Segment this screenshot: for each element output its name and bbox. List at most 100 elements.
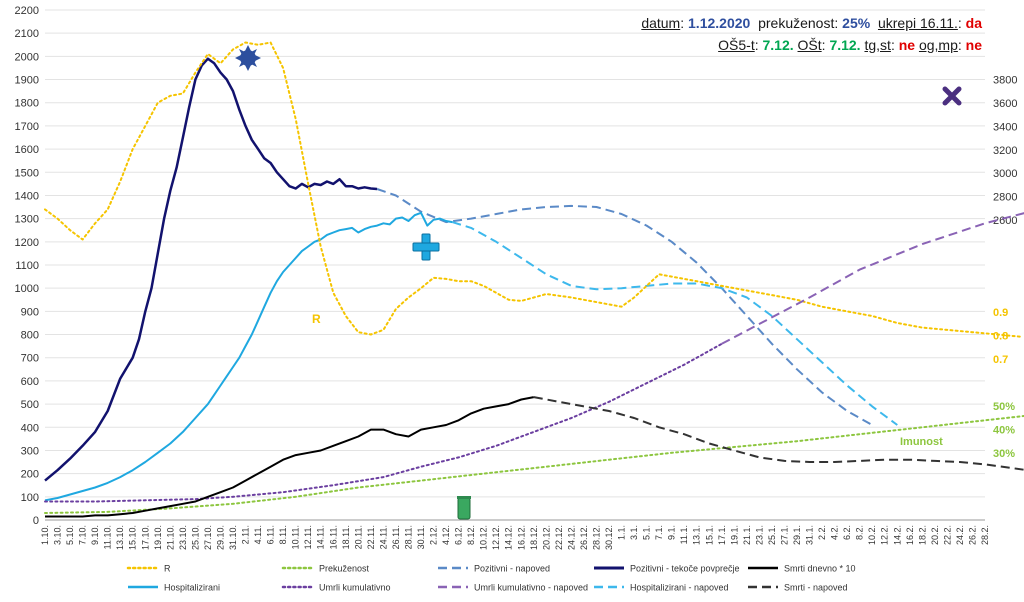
legend-label: Umrli kumulativno bbox=[319, 583, 391, 593]
x-tick-label: 2.12. bbox=[429, 525, 439, 545]
x-tick-label: 30.12. bbox=[604, 525, 614, 550]
x-axis: 1.10. 3.10. 5.10. 7.10. 9.10. 11.10. 13.10. 15.… bbox=[40, 525, 990, 550]
legend-label: Smrti - napoved bbox=[784, 583, 848, 593]
x-tick-label: 4.12. bbox=[441, 525, 451, 545]
x-tick-label: 20.12. bbox=[541, 525, 551, 550]
y-right-pct-tick: 30% bbox=[993, 448, 1015, 460]
x-tick-label: 6.12. bbox=[454, 525, 464, 545]
x-tick-label: 14.11. bbox=[316, 525, 326, 549]
y-right-cumulative-tick: 3400 bbox=[993, 121, 1017, 133]
x-tick-label: 19.1. bbox=[729, 525, 739, 545]
y-tick-label: 1600 bbox=[15, 144, 39, 156]
x-tick-label: 29.1. bbox=[792, 525, 802, 545]
y-right-cumulative-tick: 3200 bbox=[993, 145, 1017, 157]
y-tick-label: 900 bbox=[21, 306, 39, 318]
y-tick-label: 1800 bbox=[15, 98, 39, 110]
x-tick-label: 3.10. bbox=[53, 525, 63, 545]
x-tick-label: 18.12. bbox=[529, 525, 539, 550]
x-tick-label: 21.10. bbox=[165, 525, 175, 550]
x-tick-label: 31.10. bbox=[228, 525, 238, 550]
x-tick-label: 20.2. bbox=[930, 525, 940, 545]
ogmp-value: ne bbox=[965, 37, 982, 53]
legend-label: Smrti dnevno * 10 bbox=[784, 564, 856, 574]
x-tick-label: 21.1. bbox=[742, 525, 752, 545]
x-tick-label: 9.10. bbox=[90, 525, 100, 545]
grid bbox=[45, 9, 985, 521]
os5-value: 7.12. bbox=[762, 37, 794, 53]
x-tick-label: 8.11. bbox=[278, 525, 288, 544]
green-bin-icon bbox=[457, 496, 471, 520]
y-tick-label: 0 bbox=[33, 515, 39, 527]
x-tick-label: 6.2. bbox=[842, 525, 852, 540]
series-umrli-kumulativno bbox=[44, 342, 723, 503]
y-axis-left: 0 100 200 300 400 500 600 700 800 900 1000 1100 1200… bbox=[15, 5, 39, 527]
y-right-cumulative-tick: 2800 bbox=[993, 192, 1017, 204]
x-tick-label: 17.10. bbox=[140, 525, 150, 550]
x-tick-label: 16.12. bbox=[516, 525, 526, 550]
legend-label: Pozitivni - napoved bbox=[474, 564, 550, 574]
x-tick-label: 28.11. bbox=[403, 525, 413, 549]
y-tick-label: 800 bbox=[21, 330, 39, 342]
x-tick-label: 10.12. bbox=[479, 525, 489, 550]
hospital-cross-icon bbox=[412, 233, 440, 261]
series-umrli-kumulativno-napoved bbox=[721, 212, 1024, 345]
x-tick-label: 7.1. bbox=[654, 525, 664, 540]
x-tick-label: 10.11. bbox=[291, 525, 301, 549]
x-tick-label: 6.11. bbox=[266, 525, 276, 544]
datum-label: datum bbox=[641, 15, 681, 31]
x-tick-label: 27.10. bbox=[203, 525, 213, 550]
x-tick-label: 17.1. bbox=[717, 525, 727, 545]
y-tick-label: 600 bbox=[21, 376, 39, 388]
x-tick-label: 31.1. bbox=[805, 525, 815, 545]
x-tick-label: 16.11. bbox=[328, 525, 338, 549]
y-right-r-tick: 0.7 bbox=[993, 354, 1008, 366]
x-tick-label: 8.2. bbox=[855, 525, 865, 540]
annotations: R Imunost bbox=[312, 312, 943, 448]
y-tick-label: 1500 bbox=[15, 167, 39, 179]
series-smrti-dnevno-10 bbox=[45, 396, 534, 518]
x-tick-label: 2.11. bbox=[241, 525, 251, 544]
y-tick-label: 2100 bbox=[15, 28, 39, 40]
prekuzenost-label: prekuženost bbox=[758, 15, 835, 31]
x-tick-label: 4.11. bbox=[253, 525, 263, 544]
x-tick-label: 26.2. bbox=[967, 525, 977, 545]
x-tick-label: 12.12. bbox=[491, 525, 501, 550]
series-lines bbox=[44, 41, 1024, 518]
x-tick-label: 18.2. bbox=[917, 525, 927, 545]
y-tick-label: 400 bbox=[21, 422, 39, 434]
x-tick-label: 26.12. bbox=[579, 525, 589, 550]
series-hospitalizirani bbox=[44, 211, 453, 502]
y-tick-label: 700 bbox=[21, 353, 39, 365]
x-tick-label: 25.1. bbox=[767, 525, 777, 545]
x-tick-label: 30.11. bbox=[416, 525, 426, 549]
tgst-value: ne bbox=[898, 37, 916, 53]
x-tick-label: 28.12. bbox=[591, 525, 601, 550]
x-tick-label: 23.10. bbox=[178, 525, 188, 550]
legend-label: Pozitivni - tekoče povprečje bbox=[630, 564, 740, 574]
ukrepi-label: ukrepi 16.11. bbox=[877, 15, 958, 31]
ost-value: 7.12. bbox=[829, 37, 861, 53]
legend: R Prekuženost Pozitivni - napoved Pozitivni… bbox=[126, 564, 856, 593]
y-tick-label: 1000 bbox=[15, 283, 39, 295]
prekuzenost-value: 25% bbox=[842, 15, 871, 31]
tgst-label: tg,st bbox=[864, 37, 891, 53]
x-tick-label: 25.10. bbox=[190, 525, 200, 550]
y-tick-label: 300 bbox=[21, 445, 39, 457]
y-tick-label: 2200 bbox=[15, 5, 39, 17]
x-tick-label: 11.10. bbox=[103, 525, 113, 549]
series-r bbox=[44, 41, 1024, 338]
y-tick-label: 1400 bbox=[15, 190, 39, 202]
virus-sun-icon bbox=[235, 45, 261, 71]
os5-label: OŠ5-t bbox=[718, 37, 755, 53]
x-tick-label: 20.11. bbox=[353, 525, 363, 549]
datum-value: 1.12.2020 bbox=[688, 15, 751, 31]
x-tick-label: 23.1. bbox=[754, 525, 764, 545]
series-pozitivni-teko-e-povpre-je bbox=[44, 57, 378, 482]
x-tick-label: 27.1. bbox=[779, 525, 789, 545]
legend-label: Prekuženost bbox=[319, 564, 370, 574]
y-tick-label: 1700 bbox=[15, 121, 39, 133]
y-right-r-tick: 0.8 bbox=[993, 331, 1008, 343]
x-tick-label: 11.1. bbox=[679, 525, 689, 544]
x-tick-label: 5.1. bbox=[642, 525, 652, 540]
